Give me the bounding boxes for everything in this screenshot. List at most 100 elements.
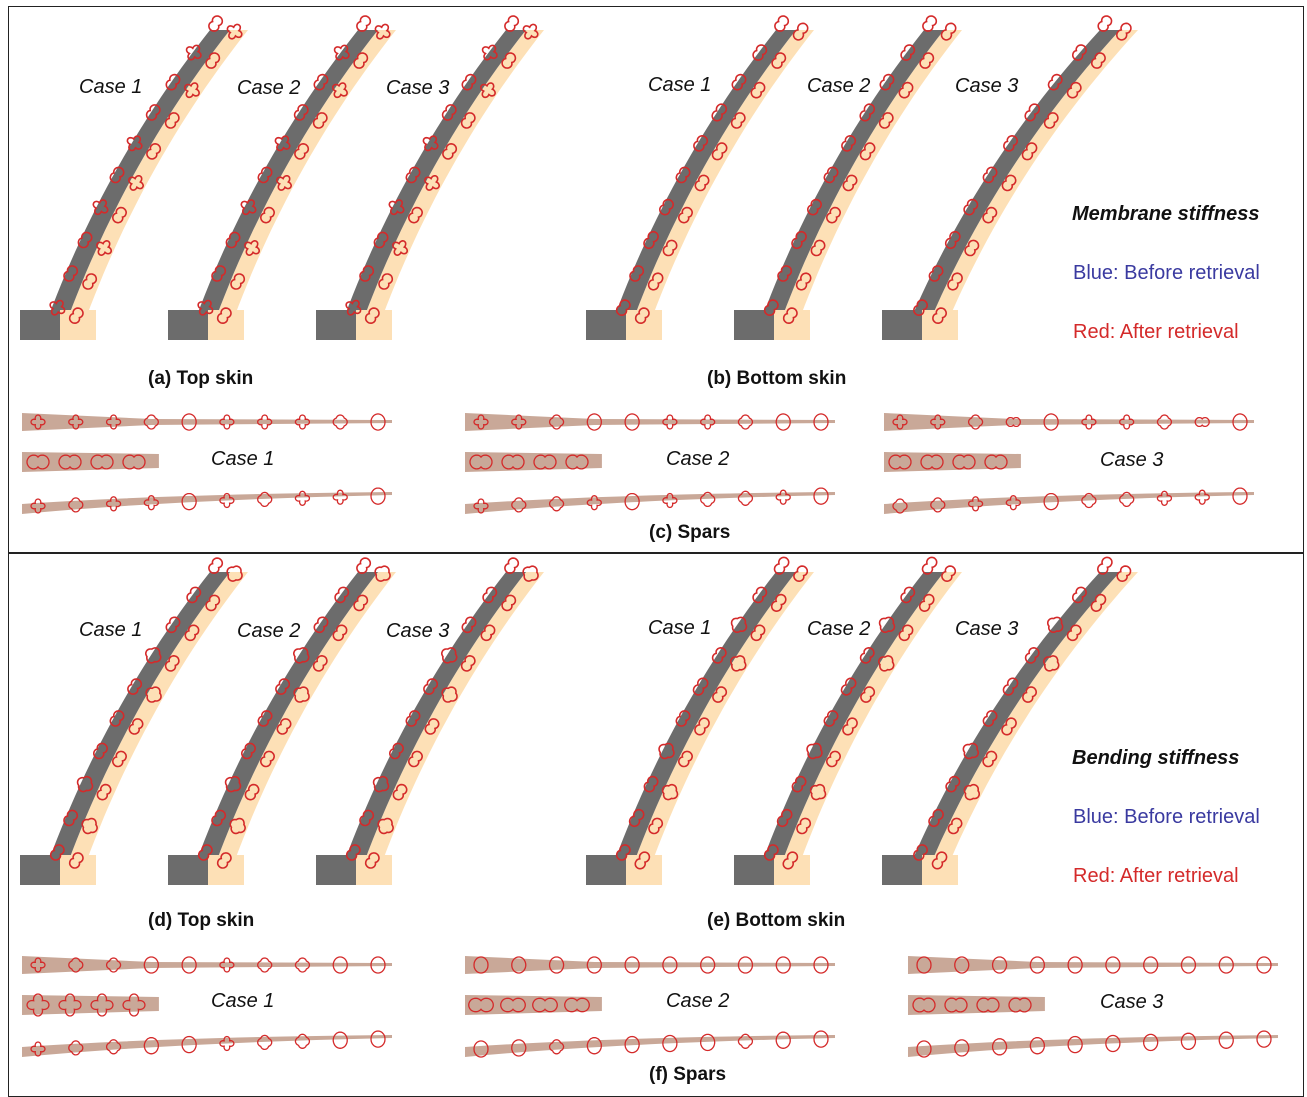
membrane-panel-frame xyxy=(8,6,1304,554)
mem-bot-c2-glyph-dark-1 xyxy=(777,265,793,282)
mem-top-c1-glyph-light-4 xyxy=(127,175,145,191)
mem-spars-c1-front-glyph-8 xyxy=(332,414,348,430)
mem-bot-c1-glyph-dark-1 xyxy=(629,265,645,282)
ben-spars-c1-rear-glyph-2 xyxy=(105,1039,122,1055)
mem-spars-c1-rear-glyph-4 xyxy=(181,492,197,511)
mem-top-c1-wing-light-skin xyxy=(60,30,248,340)
mem-spars-c2-front-glyph-5 xyxy=(662,414,678,430)
mem-spars-c3-rear-glyph-7 xyxy=(1156,490,1173,506)
ben-bot-c1-glyph-light-7 xyxy=(750,624,766,642)
ben-top-c2-glyph-light-8 xyxy=(353,594,369,612)
mem-spars-c2-front-glyph-7 xyxy=(737,414,754,430)
mem-top-c2-glyph-dark-2 xyxy=(225,231,241,249)
mem-spars-c1-spar-front xyxy=(22,413,392,431)
ben-spars-c1-spar-rear xyxy=(22,1035,392,1057)
ben-spars-c2-rear-glyph-2 xyxy=(548,1039,565,1055)
ben-top-c2-glyph-light-5 xyxy=(293,686,310,703)
ben-top-c1-glyph-light-7 xyxy=(184,624,200,642)
mem-bot-c3-glyph-dark-6 xyxy=(1024,103,1041,122)
ben-spars-c1-front-glyph-1 xyxy=(68,957,84,973)
ben-bot-c2-glyph-light-8 xyxy=(918,593,935,613)
mem-spars-c2-front-glyph-4 xyxy=(624,413,640,431)
mem-top-c3-glyph-dark-2 xyxy=(373,231,389,249)
mem-bot-c2-glyph-light-8 xyxy=(919,52,935,69)
ben-spars-c1-rear-glyph-5 xyxy=(219,1035,235,1052)
mem-top-c2-glyph-dark-9 xyxy=(356,15,372,32)
mem-spars-c1-rear-glyph-9 xyxy=(370,487,386,505)
mem-bot-c1-glyph-light-8 xyxy=(771,52,787,69)
mem-spars-c3-front-glyph-5 xyxy=(1081,414,1097,430)
ben-top-c2-glyph-light-3 xyxy=(259,750,276,768)
ben-spars-c3-front-glyph-9 xyxy=(1256,956,1272,974)
ben-bot-c2-glyph-light-9 xyxy=(941,565,957,583)
ben-spars-c1-mid-glyph-1 xyxy=(58,993,82,1017)
ben-spars-c2-front-glyph-0 xyxy=(473,956,489,974)
membrane-bottom-skin-caption: (b) Bottom skin xyxy=(707,368,847,389)
mem-top-c1-wing-dark-skin xyxy=(40,30,230,340)
ben-bot-c3-glyph-dark-5 xyxy=(1002,677,1019,696)
mem-bot-c2-glyph-dark-3 xyxy=(806,198,823,216)
ben-top-c1-glyph-light-1 xyxy=(81,817,98,835)
ben-top-c2-glyph-light-6 xyxy=(312,654,328,672)
mem-top-c2-glyph-dark-4 xyxy=(257,166,273,184)
mem-top-c3-glyph-light-1 xyxy=(378,273,394,290)
ben-top-c3-glyph-dark-1 xyxy=(359,809,375,827)
bending-bottom-case-3-label: Case 3 xyxy=(955,618,1019,640)
membrane-bottom-case-2-label: Case 2 xyxy=(807,75,871,97)
ben-top-c2-glyph-dark-5 xyxy=(275,678,291,695)
ben-spars-c3-rear-glyph-7 xyxy=(1180,1032,1197,1050)
ben-top-c3-glyph-dark-8 xyxy=(482,586,498,604)
mem-spars-c1-rear-glyph-6 xyxy=(257,491,273,508)
ben-top-c3-glyph-light-3 xyxy=(407,750,424,768)
ben-bot-c3-glyph-light-9 xyxy=(1116,565,1132,583)
ben-bot-c1-glyph-light-4 xyxy=(694,717,710,736)
mem-top-c1-glyph-dark-0 xyxy=(49,299,66,316)
mem-top-c2-glyph-light-6 xyxy=(312,112,328,129)
mem-top-c3-glyph-light-9 xyxy=(522,23,539,40)
ben-spars-c3-rear-glyph-1 xyxy=(954,1039,970,1057)
mem-spars-c3-front-glyph-2 xyxy=(967,414,984,430)
ben-spars-c2-rear-glyph-4 xyxy=(624,1035,640,1054)
mem-spars-c3-front-glyph-8 xyxy=(1194,416,1210,428)
bending-bottom-skin-caption: (e) Bottom skin xyxy=(707,910,846,931)
ben-top-c1-glyph-light-3 xyxy=(111,750,128,768)
ben-bot-c1-glyph-light-5 xyxy=(712,686,728,703)
mem-spars-c2-front-glyph-9 xyxy=(813,413,829,431)
ben-bot-c3-root-light-box xyxy=(922,855,958,885)
mem-top-c2-glyph-light-8 xyxy=(353,52,369,69)
bending-spars-case-3-label: Case 3 xyxy=(1100,991,1164,1013)
mem-top-c2-glyph-light-3 xyxy=(259,206,276,224)
ben-spars-c2-front-glyph-6 xyxy=(700,956,716,974)
mem-top-c1-glyph-dark-6 xyxy=(145,104,161,121)
mem-top-c1-glyph-dark-4 xyxy=(109,166,125,184)
mem-spars-c1-mid-glyph-3 xyxy=(122,454,146,470)
ben-top-c3-glyph-light-6 xyxy=(460,654,476,672)
mem-bot-c1-glyph-light-1 xyxy=(647,272,664,291)
ben-spars-c3-rear-glyph-5 xyxy=(1105,1034,1121,1053)
ben-bot-c1-glyph-dark-6 xyxy=(711,646,727,664)
mem-bot-c3-glyph-light-2 xyxy=(964,239,980,257)
mem-top-c3-glyph-dark-4 xyxy=(405,166,421,184)
mem-top-c3-glyph-dark-1 xyxy=(359,265,375,282)
ben-spars-c1-front-glyph-2 xyxy=(105,957,122,973)
ben-spars-c3-front-glyph-7 xyxy=(1180,956,1197,974)
ben-bot-c1-glyph-dark-2 xyxy=(643,775,659,793)
mem-top-c3-glyph-dark-3 xyxy=(388,199,405,216)
bending-spars-case-2-label: Case 2 xyxy=(666,990,730,1012)
ben-top-c2-glyph-dark-9 xyxy=(356,557,372,575)
ben-top-c1-glyph-light-5 xyxy=(145,686,162,703)
mem-top-c3-glyph-light-5 xyxy=(442,142,458,160)
mem-top-c2-root-light-box xyxy=(208,310,244,340)
mem-spars-c3-front-glyph-7 xyxy=(1156,414,1173,430)
ben-spars-c1-front-glyph-0 xyxy=(30,957,46,973)
ben-top-c2-glyph-light-2 xyxy=(244,783,260,801)
ben-bot-c2-glyph-dark-4 xyxy=(823,710,839,727)
mem-top-c1-glyph-light-3 xyxy=(111,206,128,224)
ben-top-c3-glyph-dark-6 xyxy=(441,647,458,664)
ben-bot-c3-glyph-dark-1 xyxy=(928,808,944,828)
ben-top-c3-glyph-dark-3 xyxy=(388,742,405,760)
mem-spars-c1-front-glyph-7 xyxy=(294,414,311,430)
ben-top-c1-wing-dark-skin xyxy=(40,572,230,885)
ben-top-c2-glyph-light-4 xyxy=(276,718,292,735)
mem-spars-c1-rear-glyph-1 xyxy=(68,497,84,513)
